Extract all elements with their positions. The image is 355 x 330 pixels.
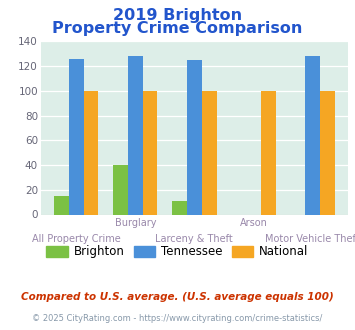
Bar (261, 91, 275, 214)
Legend: Brighton, Tennessee, National: Brighton, Tennessee, National (42, 241, 313, 263)
Text: Arson: Arson (240, 218, 267, 228)
Text: 2019 Brighton: 2019 Brighton (113, 8, 242, 23)
Text: All Property Crime: All Property Crime (32, 234, 121, 244)
Text: Larceny & Theft: Larceny & Theft (155, 234, 233, 244)
Text: Burglary: Burglary (115, 218, 156, 228)
Bar (113, 165, 128, 214)
Text: Compared to U.S. average. (U.S. average equals 100): Compared to U.S. average. (U.S. average … (21, 292, 334, 302)
Bar (128, 56, 143, 214)
Bar (187, 60, 202, 214)
Bar (143, 91, 158, 214)
Bar (54, 196, 69, 214)
Bar (84, 91, 98, 214)
Text: Property Crime Comparison: Property Crime Comparison (52, 21, 303, 36)
Bar (172, 201, 187, 214)
Bar (202, 91, 217, 214)
Bar (305, 56, 320, 214)
Text: © 2025 CityRating.com - https://www.cityrating.com/crime-statistics/: © 2025 CityRating.com - https://www.city… (32, 314, 323, 323)
Bar (320, 91, 335, 214)
Bar (69, 59, 84, 214)
Text: Motor Vehicle Theft: Motor Vehicle Theft (265, 234, 355, 244)
